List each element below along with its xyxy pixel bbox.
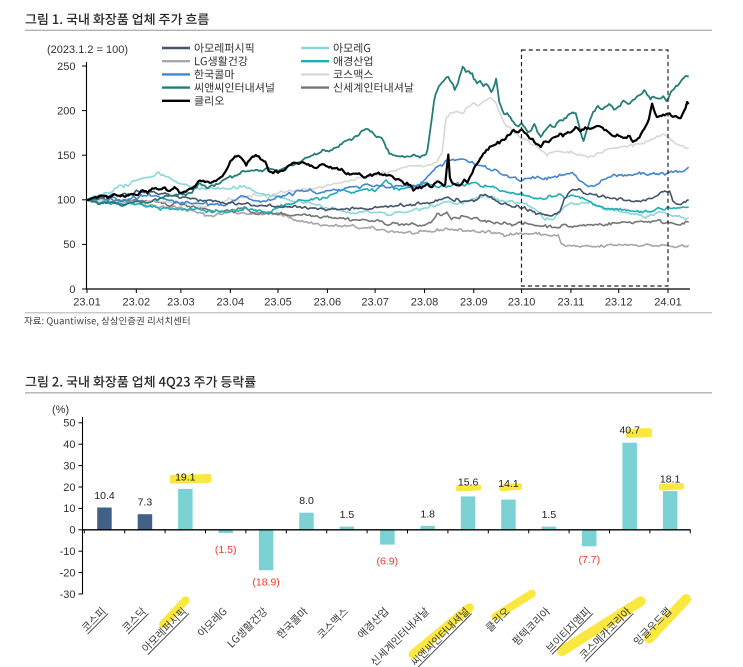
- svg-text:23.03: 23.03: [167, 296, 195, 308]
- svg-text:8.0: 8.0: [299, 495, 314, 507]
- svg-text:200: 200: [57, 105, 75, 117]
- svg-text:0: 0: [69, 525, 75, 537]
- svg-text:50: 50: [63, 239, 75, 251]
- svg-text:23.05: 23.05: [264, 296, 292, 308]
- svg-text:23.06: 23.06: [314, 296, 342, 308]
- svg-text:1.8: 1.8: [420, 508, 435, 520]
- svg-text:(6.9): (6.9): [377, 556, 399, 568]
- svg-text:23.07: 23.07: [361, 296, 389, 308]
- svg-text:20: 20: [63, 482, 75, 494]
- svg-text:19.1: 19.1: [175, 472, 196, 484]
- svg-text:23.08: 23.08: [411, 296, 439, 308]
- svg-text:23.01: 23.01: [73, 296, 101, 308]
- svg-text:23.02: 23.02: [123, 296, 151, 308]
- svg-text:23.04: 23.04: [217, 296, 245, 308]
- svg-text:23.11: 23.11: [558, 296, 585, 308]
- svg-text:-10: -10: [60, 546, 76, 558]
- svg-text:10.4: 10.4: [94, 490, 115, 502]
- svg-text:24.01: 24.01: [654, 296, 682, 308]
- svg-text:10: 10: [63, 503, 75, 515]
- svg-text:14.1: 14.1: [498, 478, 519, 490]
- svg-text:50: 50: [63, 418, 75, 430]
- svg-text:40: 40: [63, 439, 75, 451]
- svg-text:7.3: 7.3: [138, 497, 153, 509]
- svg-text:-20: -20: [60, 567, 76, 579]
- svg-text:-30: -30: [60, 589, 76, 601]
- svg-text:23.09: 23.09: [460, 296, 488, 308]
- svg-text:(%): (%): [52, 404, 69, 416]
- svg-text:250: 250: [57, 61, 75, 73]
- svg-text:1.5: 1.5: [542, 509, 557, 521]
- svg-text:(18.9): (18.9): [252, 577, 279, 589]
- svg-text:23.10: 23.10: [508, 296, 536, 308]
- svg-text:18.1: 18.1: [660, 474, 681, 486]
- svg-text:15.6: 15.6: [458, 477, 479, 489]
- svg-text:150: 150: [57, 150, 75, 162]
- svg-text:23.12: 23.12: [605, 296, 633, 308]
- svg-text:0: 0: [69, 284, 75, 296]
- svg-text:1.5: 1.5: [340, 509, 355, 521]
- svg-text:(1.5): (1.5): [215, 544, 237, 556]
- svg-text:(7.7): (7.7): [579, 554, 601, 566]
- svg-text:30: 30: [63, 460, 75, 472]
- svg-text:(2023.1.2 = 100): (2023.1.2 = 100): [47, 44, 128, 56]
- svg-text:100: 100: [57, 195, 75, 207]
- svg-text:40.7: 40.7: [619, 425, 640, 437]
